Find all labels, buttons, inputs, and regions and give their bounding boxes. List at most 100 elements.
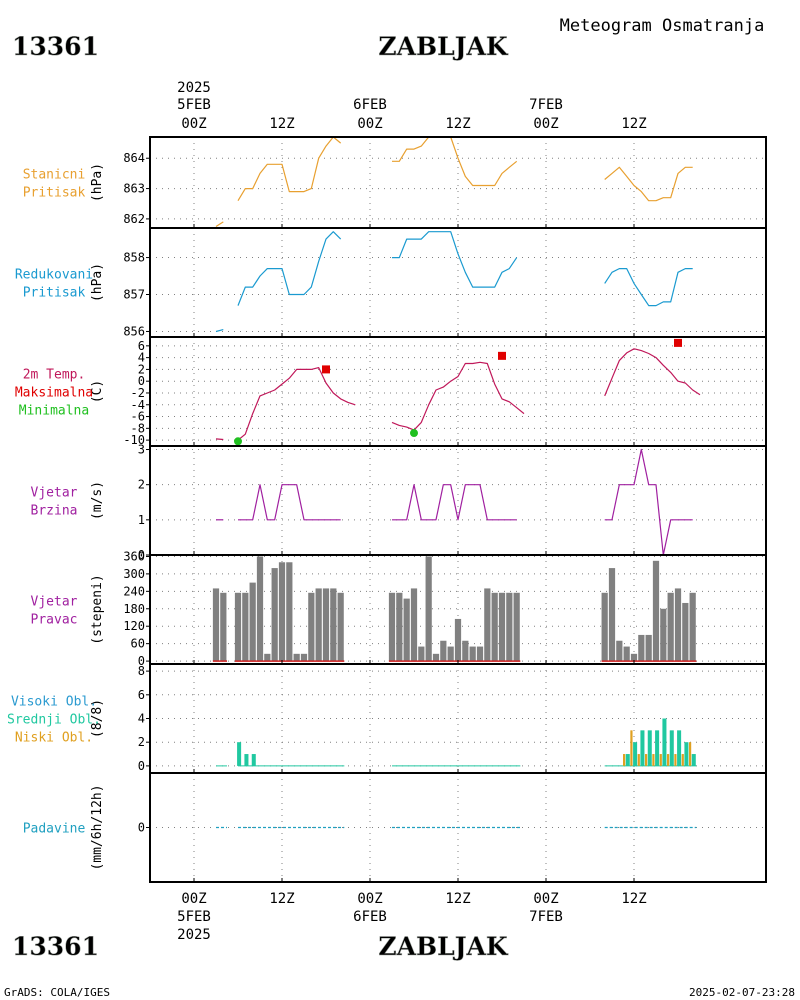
series-line	[392, 231, 518, 288]
direction-bar	[322, 588, 330, 662]
y-tick-label: 1	[138, 513, 145, 527]
y-tick-label: 0	[138, 548, 145, 562]
x-axis-labels-bottom: 00Z 5FEB 2025 12Z 00Z 6FEB 12Z 00Z 7FEB 12Z	[177, 891, 647, 943]
y-unit-label: (hPa)	[90, 263, 105, 302]
cloud-bar	[647, 730, 652, 766]
y-unit-label: (mm/6h/12h)	[90, 784, 105, 870]
y-tick-label: 2	[138, 478, 145, 492]
x-tick-label-top: 12Z	[269, 116, 294, 132]
y-tick-label: 0	[138, 374, 145, 388]
cloud-bar	[684, 742, 689, 766]
direction-bar	[623, 646, 630, 662]
cloud-bar	[637, 754, 640, 766]
y-tick-label: 0	[138, 759, 145, 773]
direction-bar	[388, 592, 396, 662]
y-tick-label: 857	[123, 288, 145, 302]
cloud-bar	[667, 754, 670, 766]
cloud-bar	[244, 754, 249, 766]
direction-bar	[396, 592, 403, 662]
y-tick-label: -2	[131, 386, 145, 400]
cloud-bar	[655, 730, 660, 766]
direction-bar	[403, 598, 410, 662]
series-line	[215, 221, 224, 228]
panel-label: Padavine	[23, 822, 86, 837]
x-tick-label-bottom: 12Z	[445, 891, 470, 907]
direction-bar	[491, 592, 498, 662]
min-temp-marker	[410, 429, 418, 438]
panel-wind_direction: 0 60 120 180 240 300 360 (stepeni) Vjetar Pravac	[31, 549, 767, 668]
direction-bar	[432, 653, 440, 662]
cloud-bar	[659, 754, 662, 766]
y-tick-label: 6	[138, 688, 145, 702]
panel-label: Niski Obl.	[15, 731, 93, 746]
direction-bar	[484, 588, 491, 662]
direction-bar	[425, 556, 432, 662]
series-line	[237, 231, 342, 306]
y-unit-label: (stepeni)	[90, 574, 105, 644]
station-name-top: ZABLJAK	[378, 32, 509, 61]
x-tick-label-bottom: 00Z	[533, 891, 558, 907]
direction-bar	[616, 640, 623, 662]
max-temp-marker	[674, 338, 682, 347]
direction-bar	[308, 592, 315, 662]
meteogram-title: Meteogram Osmatranja	[560, 16, 765, 36]
y-tick-label: 858	[123, 251, 145, 265]
cloud-bar	[681, 754, 684, 766]
direction-bar	[667, 592, 674, 662]
cloud-bar	[640, 730, 645, 766]
y-tick-label: 360	[123, 549, 145, 563]
direction-bar	[652, 560, 660, 662]
max-temp-marker	[322, 365, 330, 374]
cloud-bar	[674, 754, 677, 766]
x-tick-label-top: 00Z	[181, 116, 206, 132]
series-line	[237, 367, 356, 441]
y-tick-label: 864	[123, 151, 145, 165]
series-line	[604, 348, 701, 397]
direction-bar	[278, 562, 286, 662]
y-tick-label: 6	[138, 339, 145, 353]
y-tick-label: 300	[123, 567, 145, 581]
y-tick-label: -10	[123, 433, 145, 447]
panel-label: Brzina	[31, 504, 78, 519]
cloud-bar	[645, 754, 648, 766]
direction-bar	[476, 646, 484, 662]
panel-label: Vjetar	[31, 595, 78, 610]
panel-frame	[149, 136, 767, 229]
station-id-bottom: 13361	[12, 932, 99, 961]
panel-label: Visoki Obl.	[11, 695, 97, 710]
y-tick-label: -8	[131, 421, 145, 435]
panel-station_pressure: 862 863 864 (hPa) Stanicni Pritisak	[23, 136, 767, 229]
direction-bar	[330, 588, 337, 662]
y-unit-label: (m/s)	[90, 481, 105, 520]
y-tick-label: 2	[138, 362, 145, 376]
x-tick-label-bottom: 7FEB	[529, 909, 563, 925]
direction-bar	[440, 640, 447, 662]
direction-bar	[506, 592, 513, 662]
direction-bar	[689, 592, 696, 662]
series-line	[238, 484, 341, 521]
cloud-bar	[669, 730, 674, 766]
y-tick-label: 60	[131, 637, 145, 651]
cloud-bar	[625, 754, 630, 766]
footer-timestamp: 2025-02-07-23:28	[689, 986, 795, 999]
x-tick-label-bottom: 00Z	[181, 891, 206, 907]
direction-bar	[315, 588, 322, 662]
direction-bar	[264, 653, 271, 662]
direction-bar	[249, 582, 256, 662]
x-tick-label-bottom: 2025	[177, 927, 211, 943]
y-unit-label: (C)	[90, 380, 105, 403]
x-tick-label-top: 2025	[177, 80, 211, 96]
y-tick-label: 863	[123, 182, 145, 196]
panels: 862863864(hPa)StanicniPritisak856857858(…	[7, 136, 767, 883]
direction-bar	[293, 653, 300, 662]
direction-bar	[256, 556, 264, 662]
panel-label: Pravac	[31, 613, 78, 628]
direction-bar	[601, 592, 608, 662]
cloud-bar	[662, 718, 667, 766]
series-line	[604, 448, 693, 556]
series-line	[392, 484, 517, 521]
cloud-bar	[251, 754, 256, 766]
direction-bar	[234, 592, 242, 662]
